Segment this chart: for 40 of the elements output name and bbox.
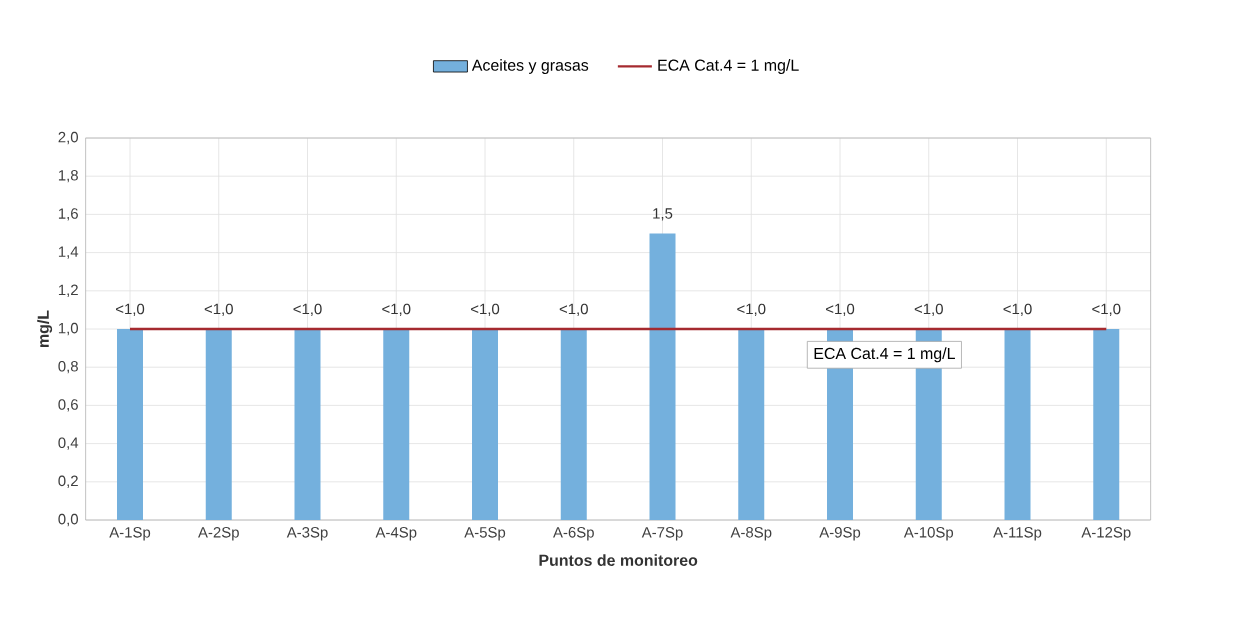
y-tick-label: 0,4 [58, 437, 79, 450]
x-tick-label: A-11Sp [993, 527, 1042, 541]
data-label: <1,0 [293, 303, 322, 316]
data-label: <1,0 [914, 303, 943, 316]
x-tick-label: A-4Sp [375, 527, 417, 541]
x-tick-label: A-6Sp [553, 527, 594, 541]
x-tick-label: A-2Sp [198, 527, 239, 541]
x-tick-label: A-9Sp [819, 527, 861, 541]
y-tick-label: 1,8 [58, 170, 78, 183]
y-tick-label: 2,0 [58, 131, 78, 145]
x-tick-label: A-12Sp [1081, 527, 1131, 541]
data-label: <1,0 [737, 303, 766, 316]
data-label: <1,0 [116, 303, 145, 316]
y-tick-label: 0,0 [58, 513, 78, 527]
y-tick-label: 1,4 [58, 246, 79, 259]
x-tick-label: A-1Sp [109, 527, 151, 541]
y-tick-label: 1,2 [58, 284, 78, 297]
y-tick-label: 1,6 [58, 208, 78, 221]
data-label: <1,0 [1003, 303, 1032, 316]
x-tick-label: A-5Sp [464, 527, 506, 541]
data-label: <1,0 [1092, 303, 1121, 316]
y-tick-label: 0,2 [58, 475, 78, 488]
data-label: <1,0 [471, 303, 500, 316]
x-tick-label: A-8Sp [730, 527, 772, 541]
data-label: <1,0 [559, 303, 588, 316]
data-label: <1,0 [826, 303, 855, 316]
text: ECA Cat.4 = 1 mg/L [814, 347, 955, 363]
y-tick-label: 0,6 [58, 399, 78, 412]
data-label: 1,5 [653, 208, 673, 221]
y-axis-title: mg/L [37, 310, 53, 347]
data-label: <1,0 [382, 303, 411, 316]
legend-label: Aceites y grasas [471, 59, 589, 74]
x-tick-label: A-3Sp [286, 527, 328, 541]
x-tick-label: A-10Sp [903, 527, 954, 541]
x-axis-title: Puntos de monitoreo [539, 554, 698, 566]
y-tick-label: 0,8 [58, 361, 78, 374]
x-tick-label: A-7Sp [641, 527, 683, 541]
legend-label: ECA Cat.4 = 1 mg/L [658, 59, 799, 74]
y-tick-label: 1,0 [58, 322, 78, 336]
data-label: <1,0 [204, 303, 233, 316]
